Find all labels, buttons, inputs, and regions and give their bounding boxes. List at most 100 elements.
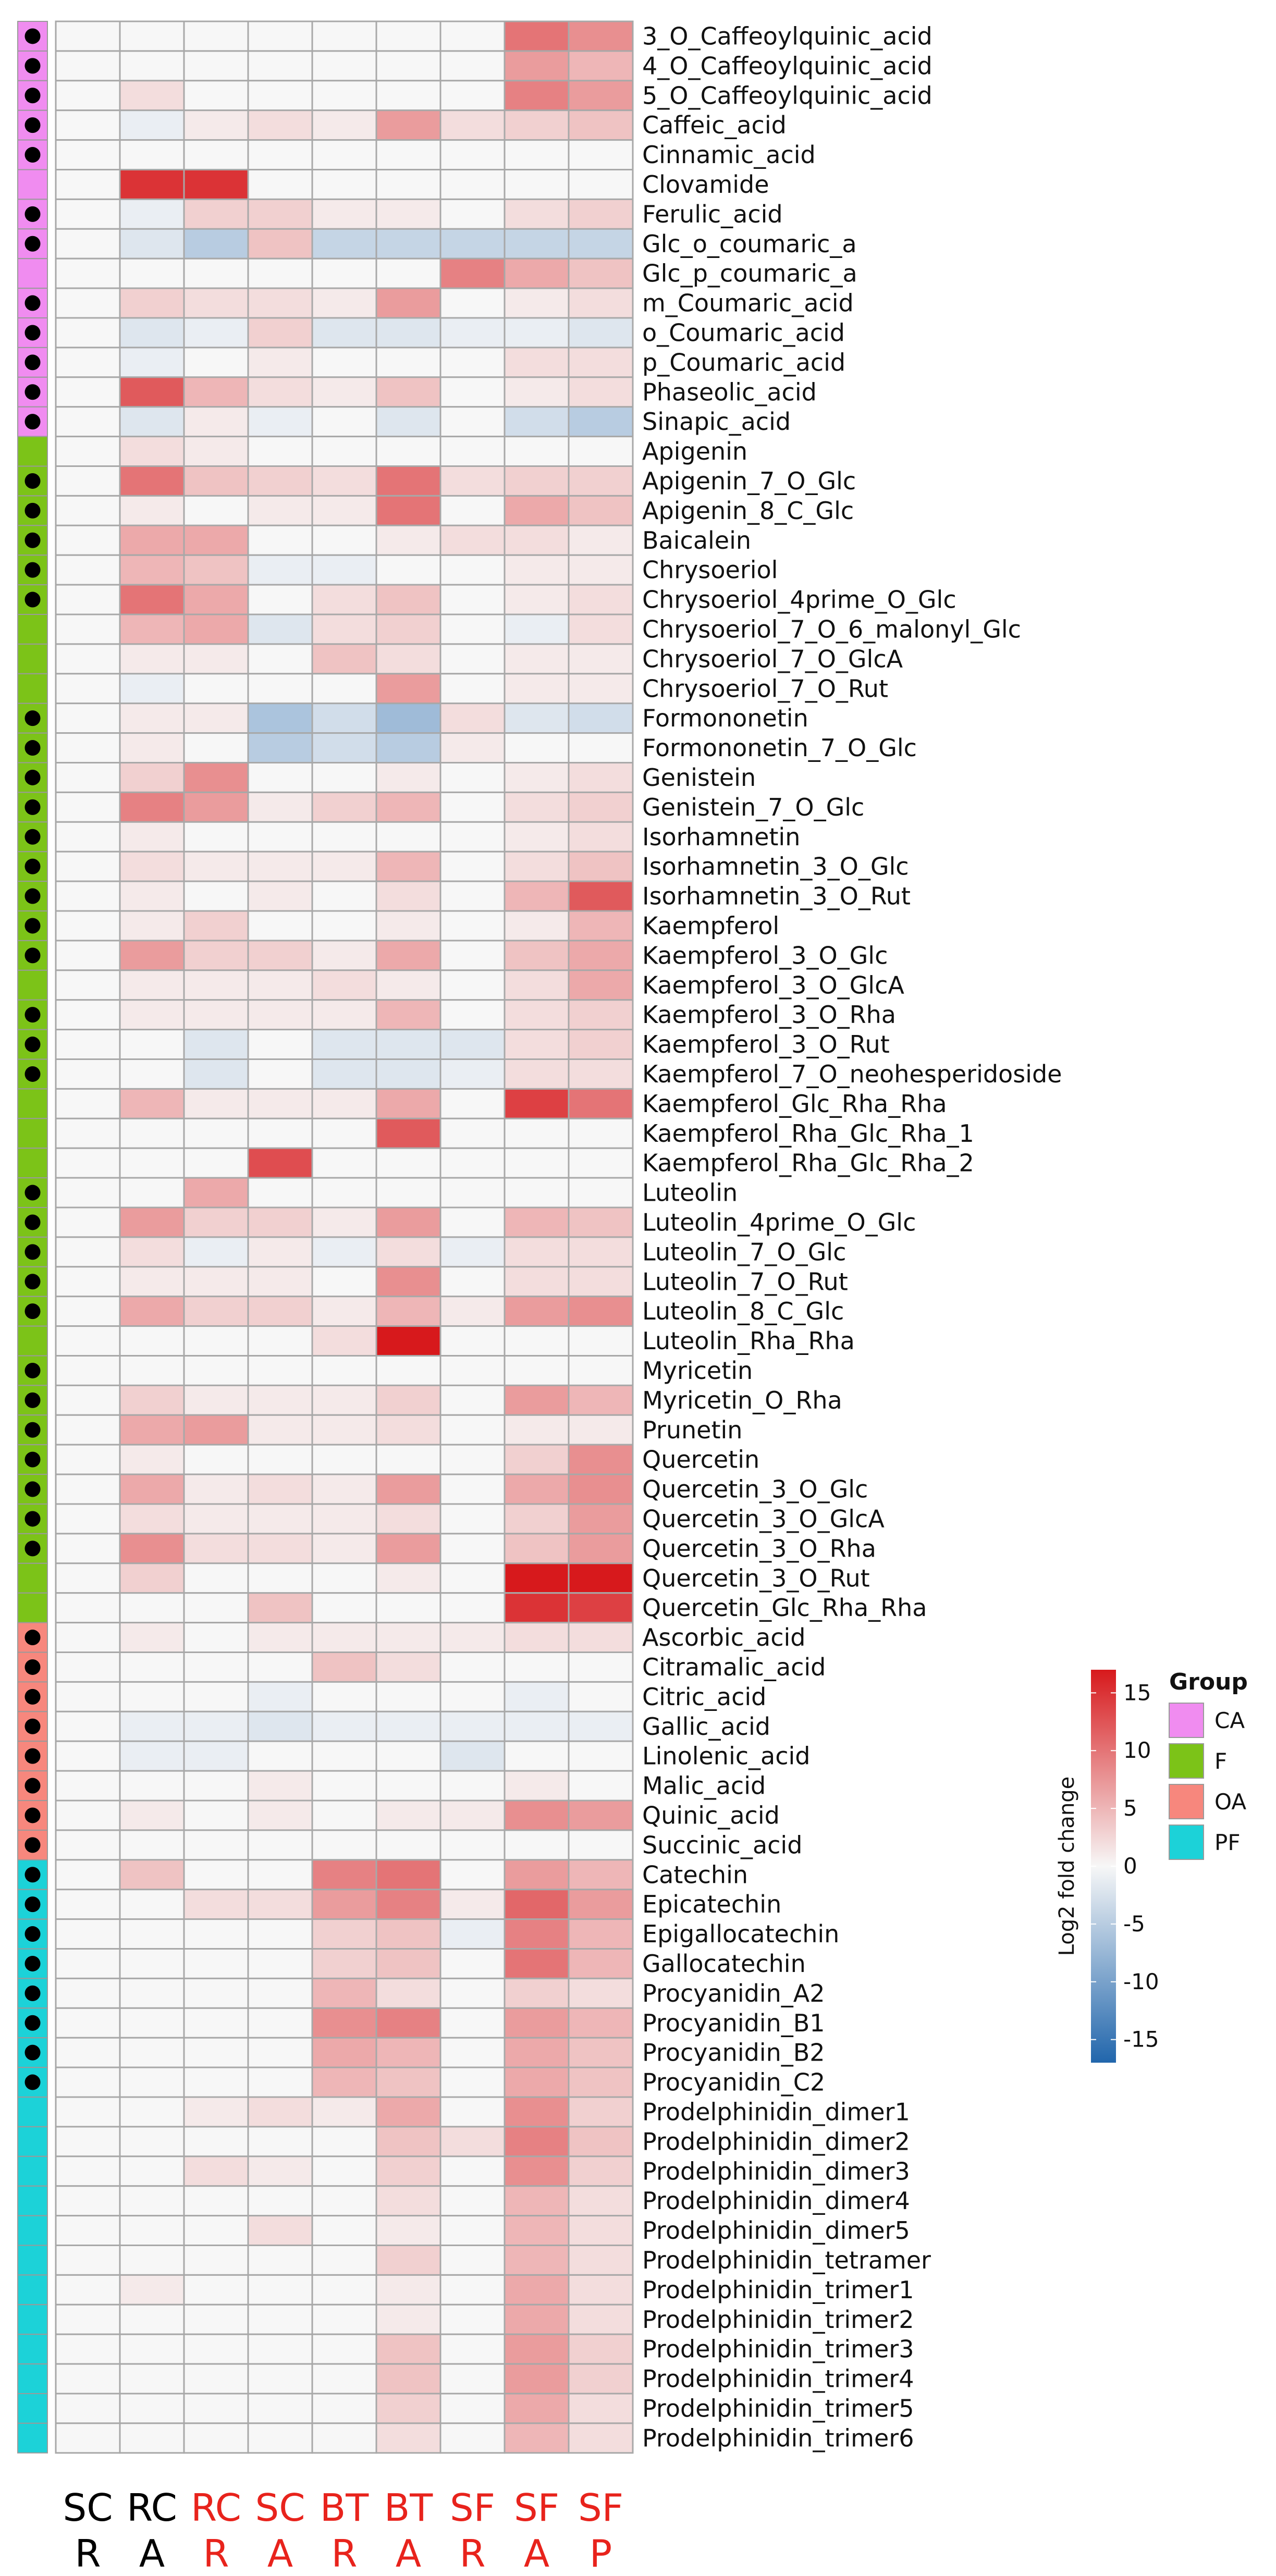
heatmap-cell bbox=[183, 2037, 249, 2068]
heatmap-cell bbox=[119, 643, 185, 675]
heatmap-cell bbox=[504, 1770, 570, 1802]
heatmap-cell bbox=[119, 1918, 185, 1950]
heatmap-cell bbox=[183, 2185, 249, 2217]
heatmap-cell bbox=[183, 465, 249, 497]
heatmap-cell bbox=[504, 1622, 570, 1654]
heatmap-cell bbox=[183, 1562, 249, 1594]
heatmap-cell bbox=[375, 1562, 441, 1594]
heatmap-cell bbox=[311, 1918, 377, 1950]
row-label: Ascorbic_acid bbox=[642, 1623, 806, 1651]
heatmap-cell bbox=[119, 1977, 185, 2009]
heatmap-cell bbox=[55, 1206, 121, 1238]
group-legend: Group CA F OA PF bbox=[1169, 1669, 1248, 1860]
row-label: Isorhamnetin_3_O_Rut bbox=[642, 882, 911, 910]
heatmap-cell bbox=[568, 1058, 634, 1090]
heatmap-cell bbox=[568, 1859, 634, 1891]
heatmap-cell bbox=[119, 1622, 185, 1654]
row-label: Formononetin bbox=[642, 704, 808, 732]
heatmap-cell bbox=[311, 1740, 377, 1772]
heatmap-cell bbox=[247, 1651, 313, 1683]
heatmap-cell bbox=[375, 1177, 441, 1209]
heatmap-cell bbox=[183, 2066, 249, 2098]
heatmap-cell bbox=[247, 198, 313, 230]
heatmap-cell bbox=[55, 465, 121, 497]
legend-swatch bbox=[1169, 1743, 1204, 1779]
heatmap-cell bbox=[504, 1058, 570, 1090]
heatmap-cell bbox=[375, 495, 441, 526]
heatmap-cell bbox=[55, 2037, 121, 2068]
legend-swatch bbox=[1169, 1784, 1204, 1819]
heatmap-cell bbox=[311, 940, 377, 971]
significance-dot bbox=[24, 1274, 41, 1290]
heatmap-cell bbox=[55, 2333, 121, 2365]
column-label: A bbox=[139, 2532, 165, 2575]
heatmap-cell bbox=[119, 2215, 185, 2247]
heatmap-cell bbox=[55, 1147, 121, 1179]
heatmap-cell bbox=[119, 406, 185, 438]
heatmap-cell bbox=[504, 50, 570, 82]
heatmap-cell bbox=[311, 1770, 377, 1802]
heatmap-cell bbox=[183, 1444, 249, 1475]
heatmap-cell bbox=[568, 1296, 634, 1327]
heatmap-cell bbox=[55, 1562, 121, 1594]
row-label: Isorhamnetin bbox=[642, 823, 800, 851]
row-label: Glc_o_coumaric_a bbox=[642, 230, 857, 258]
heatmap-cell bbox=[247, 2096, 313, 2128]
heatmap-cell bbox=[504, 1829, 570, 1861]
heatmap-cell bbox=[183, 1622, 249, 1654]
row-label: Luteolin_Rha_Rha bbox=[642, 1327, 855, 1355]
heatmap-cell bbox=[504, 1147, 570, 1179]
heatmap-cell bbox=[119, 1829, 185, 1861]
heatmap-cell bbox=[119, 1147, 185, 1179]
row-label: Prodelphinidin_dimer5 bbox=[642, 2216, 910, 2245]
group-annotation-cell bbox=[17, 1177, 48, 1209]
heatmap-cell bbox=[504, 554, 570, 586]
heatmap-cell bbox=[439, 1829, 506, 1861]
heatmap-cell bbox=[55, 109, 121, 141]
heatmap-cell bbox=[183, 999, 249, 1031]
heatmap-cell bbox=[375, 524, 441, 556]
heatmap-cell bbox=[568, 1029, 634, 1060]
heatmap-cell bbox=[311, 1414, 377, 1446]
heatmap-cell bbox=[568, 969, 634, 1001]
significance-dot bbox=[24, 1422, 41, 1438]
heatmap-cell bbox=[375, 2245, 441, 2276]
heatmap-cell bbox=[247, 1029, 313, 1060]
heatmap-cell bbox=[311, 1710, 377, 1742]
heatmap-cell bbox=[439, 317, 506, 349]
significance-dot bbox=[24, 414, 41, 430]
heatmap-cell bbox=[504, 999, 570, 1031]
heatmap-cell bbox=[247, 702, 313, 734]
significance-dot bbox=[24, 858, 41, 874]
heatmap-cell bbox=[568, 999, 634, 1031]
column-label: R bbox=[459, 2532, 485, 2575]
heatmap-cell bbox=[439, 1799, 506, 1831]
heatmap-cell bbox=[568, 1740, 634, 1772]
row-label: Procyanidin_B2 bbox=[642, 2039, 825, 2067]
heatmap-cell bbox=[439, 1296, 506, 1327]
heatmap-cell bbox=[311, 1117, 377, 1149]
row-label: Malic_acid bbox=[642, 1772, 766, 1800]
heatmap-cell bbox=[247, 1799, 313, 1831]
heatmap-cell bbox=[183, 228, 249, 260]
heatmap-cell bbox=[439, 2422, 506, 2454]
heatmap-cell bbox=[55, 347, 121, 378]
significance-dot bbox=[24, 1481, 41, 1497]
heatmap-cell bbox=[311, 2037, 377, 2068]
heatmap-cell bbox=[247, 1829, 313, 1861]
heatmap-cell bbox=[439, 1325, 506, 1357]
heatmap-cell bbox=[375, 80, 441, 112]
heatmap-cell bbox=[375, 1770, 441, 1802]
heatmap-cell bbox=[568, 524, 634, 556]
heatmap-cell bbox=[119, 1206, 185, 1238]
row-label: Linolenic_acid bbox=[642, 1742, 810, 1770]
heatmap-cell bbox=[119, 20, 185, 52]
heatmap-cell bbox=[504, 1533, 570, 1564]
heatmap-cell bbox=[504, 2096, 570, 2128]
heatmap-cell bbox=[568, 1918, 634, 1950]
heatmap-cell bbox=[439, 2274, 506, 2306]
heatmap-cell bbox=[504, 1296, 570, 1327]
heatmap-cell bbox=[439, 1473, 506, 1505]
heatmap-cell bbox=[439, 495, 506, 526]
heatmap-cell bbox=[375, 762, 441, 793]
